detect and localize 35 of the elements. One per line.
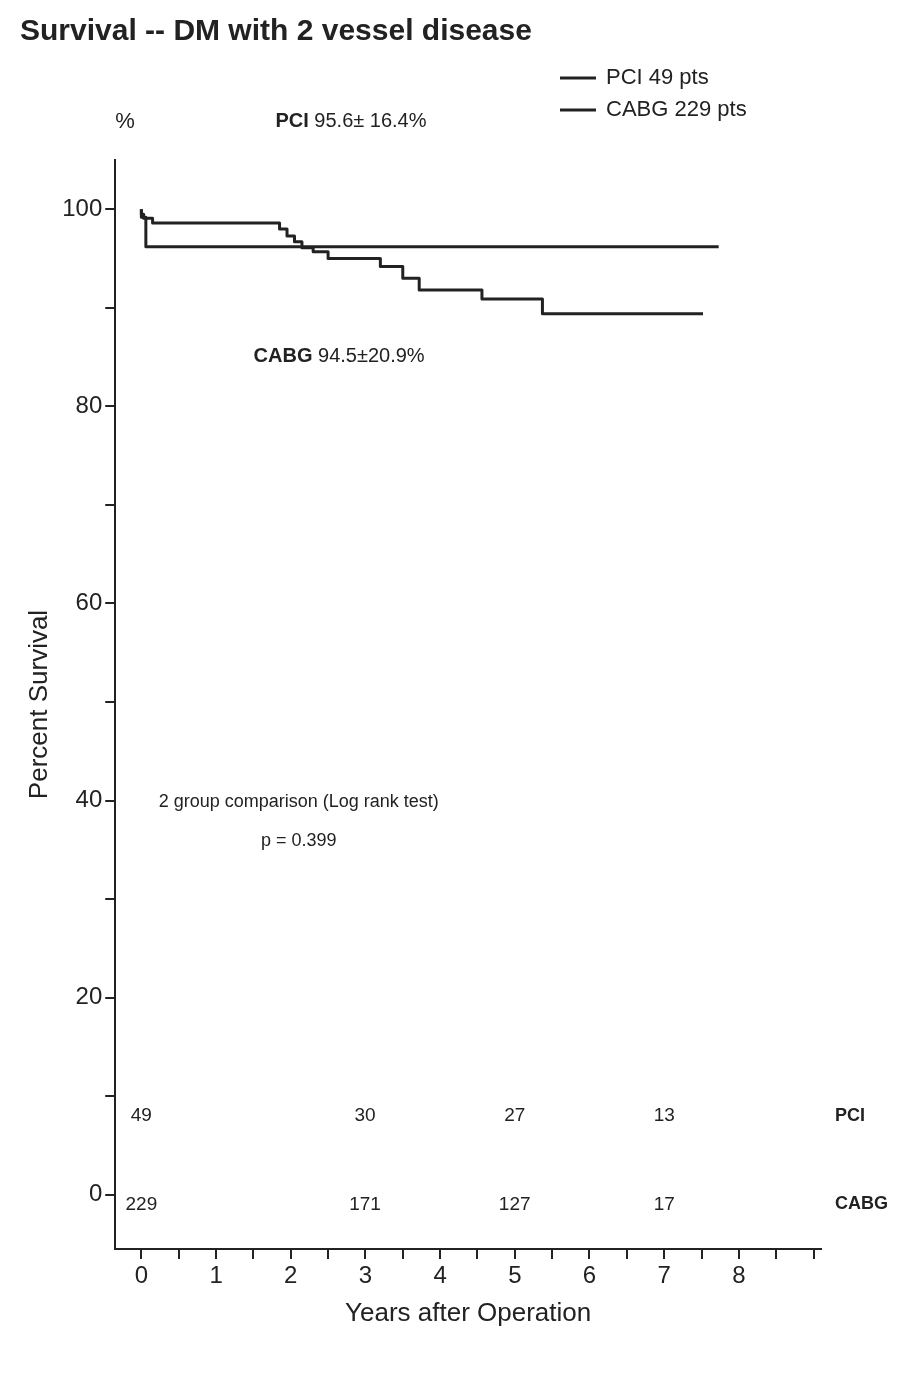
annotation: 27 [504, 1104, 526, 1126]
annotation: 30 [354, 1104, 376, 1126]
annotation: CABG 94.5±20.9% [253, 343, 425, 366]
x-tick-label: 7 [657, 1261, 671, 1289]
annotation: p = 0.399 [260, 829, 337, 850]
annotation: 2 group comparison (Log rank test) [158, 791, 439, 812]
text: CABG [835, 1193, 889, 1214]
x-axis-title: Years after Operation [345, 1296, 592, 1327]
annotation: 127 [498, 1192, 531, 1214]
x-tick-label: 1 [209, 1261, 223, 1289]
annotation: 171 [349, 1192, 381, 1214]
text: % [115, 107, 135, 133]
x-tick-label: 0 [134, 1261, 149, 1289]
x-tick-label: 2 [284, 1261, 298, 1289]
x-tick-label: 6 [582, 1261, 597, 1289]
legend-label: CABG 229 pts [606, 96, 747, 122]
text: PCI 95.6± 16.4% [275, 109, 427, 132]
y-tick-label: 80 [75, 391, 103, 419]
y-tick-label: 0 [88, 1179, 103, 1207]
legend-label: PCI 49 pts [606, 64, 709, 90]
y-tick-label: 40 [75, 785, 103, 813]
y-axis-title: Percent Survival [22, 609, 53, 800]
annotation: 229 [125, 1192, 158, 1214]
x-tick-label: 3 [358, 1261, 373, 1289]
y-tick-label: 100 [62, 193, 103, 221]
y-tick-label: 20 [75, 982, 103, 1010]
x-tick-label: 8 [732, 1261, 746, 1289]
x-tick-label: 5 [508, 1261, 522, 1289]
text: PCI [835, 1105, 866, 1126]
x-tick-label: 4 [433, 1261, 447, 1289]
chart-title: Survival -- DM with 2 vessel disease [20, 13, 532, 47]
annotation: 13 [653, 1104, 675, 1126]
annotation: 49 [130, 1104, 152, 1126]
y-tick-label: 60 [75, 588, 103, 616]
annotation: 17 [653, 1192, 675, 1214]
